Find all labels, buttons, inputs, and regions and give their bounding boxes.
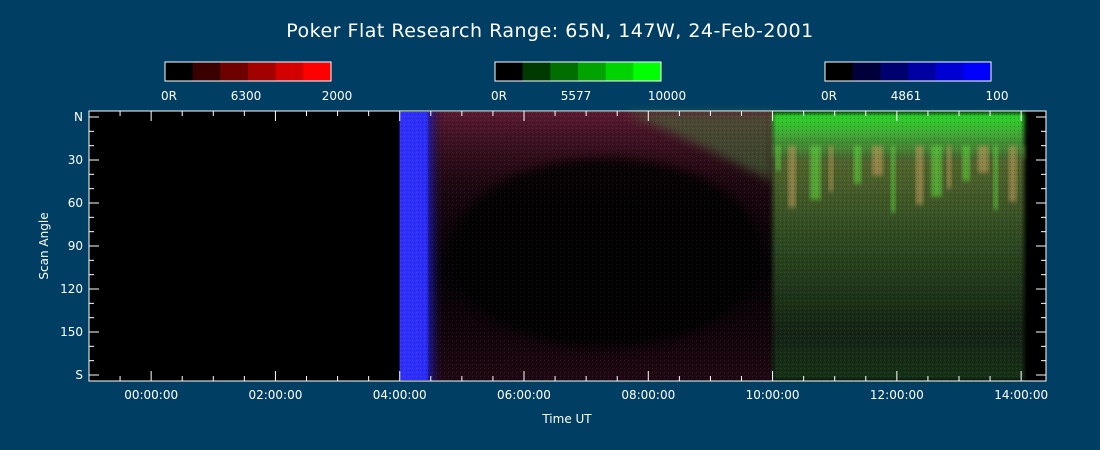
colorbar-swatch (303, 62, 332, 81)
colorbar-frame (494, 61, 662, 82)
chart-title: Poker Flat Research Range: 65N, 147W, 24… (286, 20, 813, 42)
x-axis: 00:00:00 02:00:00 04:00:00 06:00:00 08:00:00… (88, 111, 1048, 402)
y-tick-label: 120 (60, 282, 83, 296)
colorbar-swatch (935, 62, 964, 81)
y-tick-label: 30 (68, 153, 83, 167)
colorbar-min-label: 0R (161, 89, 177, 103)
colorbar-min-label: 0R (821, 89, 837, 103)
colorbar-swatch (495, 62, 524, 81)
colorbar-swatch (522, 62, 551, 81)
x-tick-label: 02:00:00 (248, 388, 302, 402)
colorbar-swatch (192, 62, 221, 81)
colorbar-swatch (633, 62, 662, 81)
colorbar-swatch (165, 62, 194, 81)
x-tick-label: 06:00:00 (497, 388, 551, 402)
y-tick-label: 90 (68, 239, 83, 253)
x-axis-label: Time UT (541, 412, 592, 426)
y-tick-label: S (75, 368, 83, 382)
noise-texture (399, 112, 1025, 380)
colorbar-legend: 0R 6300 2000 0R 5577 10000 0R 4861 100 (161, 61, 1009, 103)
x-tick-label: 00:00:00 (124, 388, 178, 402)
y-axis: N 30 60 90 120 150 S (60, 110, 1046, 382)
x-tick-label: 04:00:00 (373, 388, 427, 402)
colorbar-wavelength-label: 5577 (561, 89, 592, 103)
y-tick-label: 60 (68, 196, 83, 210)
colorbar-swatch (220, 62, 249, 81)
colorbar-swatch (825, 62, 854, 81)
colorbar-swatch (963, 62, 992, 81)
colorbar-max-label: 100 (986, 89, 1009, 103)
colorbar-swatch (275, 62, 304, 81)
colorbar-green: 0R 5577 10000 (491, 61, 686, 103)
colorbar-frame (824, 61, 992, 82)
colorbar-max-label: 2000 (322, 89, 353, 103)
emission-features (399, 112, 1025, 380)
colorbar-swatch (248, 62, 277, 81)
colorbar-red: 0R 6300 2000 (161, 61, 353, 103)
x-tick-label: 08:00:00 (621, 388, 675, 402)
colorbar-swatch (852, 62, 881, 81)
plot-area (88, 110, 1047, 382)
colorbar-wavelength-label: 6300 (231, 89, 262, 103)
colorbar-swatch (605, 62, 634, 81)
colorbar-frame (164, 61, 332, 82)
colorbar-swatch (880, 62, 909, 81)
x-tick-label: 12:00:00 (870, 388, 924, 402)
x-tick-label: 14:00:00 (994, 388, 1048, 402)
y-tick-label: N (74, 110, 83, 124)
colorbar-blue: 0R 4861 100 (821, 61, 1009, 103)
colorbar-max-label: 10000 (648, 89, 686, 103)
y-axis-label: Scan Angle (37, 212, 51, 279)
colorbar-swatch (578, 62, 607, 81)
x-tick-label: 10:00:00 (746, 388, 800, 402)
colorbar-wavelength-label: 4861 (891, 89, 922, 103)
colorbar-swatch (908, 62, 937, 81)
colorbar-swatch (550, 62, 579, 81)
colorbar-min-label: 0R (491, 89, 507, 103)
y-tick-label: 150 (60, 325, 83, 339)
